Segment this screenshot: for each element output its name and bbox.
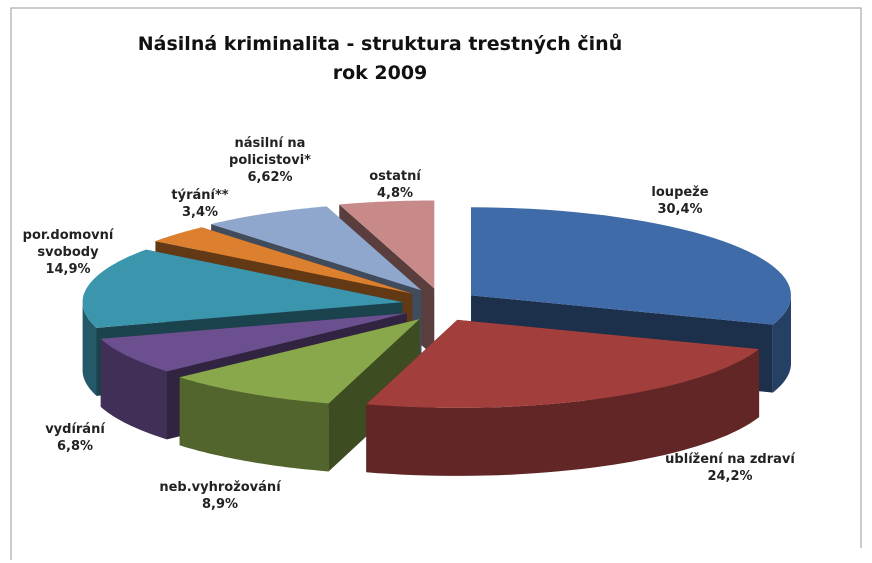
data-label: násilní na policistovi* 6,62% [215,135,325,186]
data-label: týrání** 3,4% [125,187,275,221]
slice-side [100,338,167,440]
slice [211,206,422,291]
chart-subtitle: rok 2009 [332,62,428,84]
slice-group [366,319,760,476]
data-label: neb.vyhrožování 8,9% [145,479,295,513]
value-label: 6,62% [247,170,293,185]
slice [339,200,435,289]
data-label: vydírání 6,8% [0,421,150,455]
value-label: 14,9% [45,262,91,277]
data-label: por.domovní svobody 14,9% [13,227,123,278]
slice-side [366,349,760,476]
data-label: ublížení na zdraví 24,2% [655,451,805,485]
data-label: ostatní 4,8% [320,168,470,202]
slice [179,319,420,404]
slice [155,227,413,294]
slice-side [772,295,791,393]
chart-title: Násilná kriminalita - struktura trestnýc… [137,33,623,55]
value-label: 8,9% [201,497,239,512]
value-label: 3,4% [181,205,219,220]
slice-group [179,319,420,472]
value-label: 30,4% [657,202,703,217]
data-label: loupeže 30,4% [605,184,755,218]
slice [471,207,791,325]
value-label: 24,2% [707,469,753,484]
frame [10,7,862,560]
slice-side [179,377,329,472]
value-label: 6,8% [56,439,94,454]
slice-side [82,302,97,396]
slice [82,249,403,328]
slice [366,319,760,408]
slice [100,313,407,372]
value-label: 4,8% [376,186,414,201]
